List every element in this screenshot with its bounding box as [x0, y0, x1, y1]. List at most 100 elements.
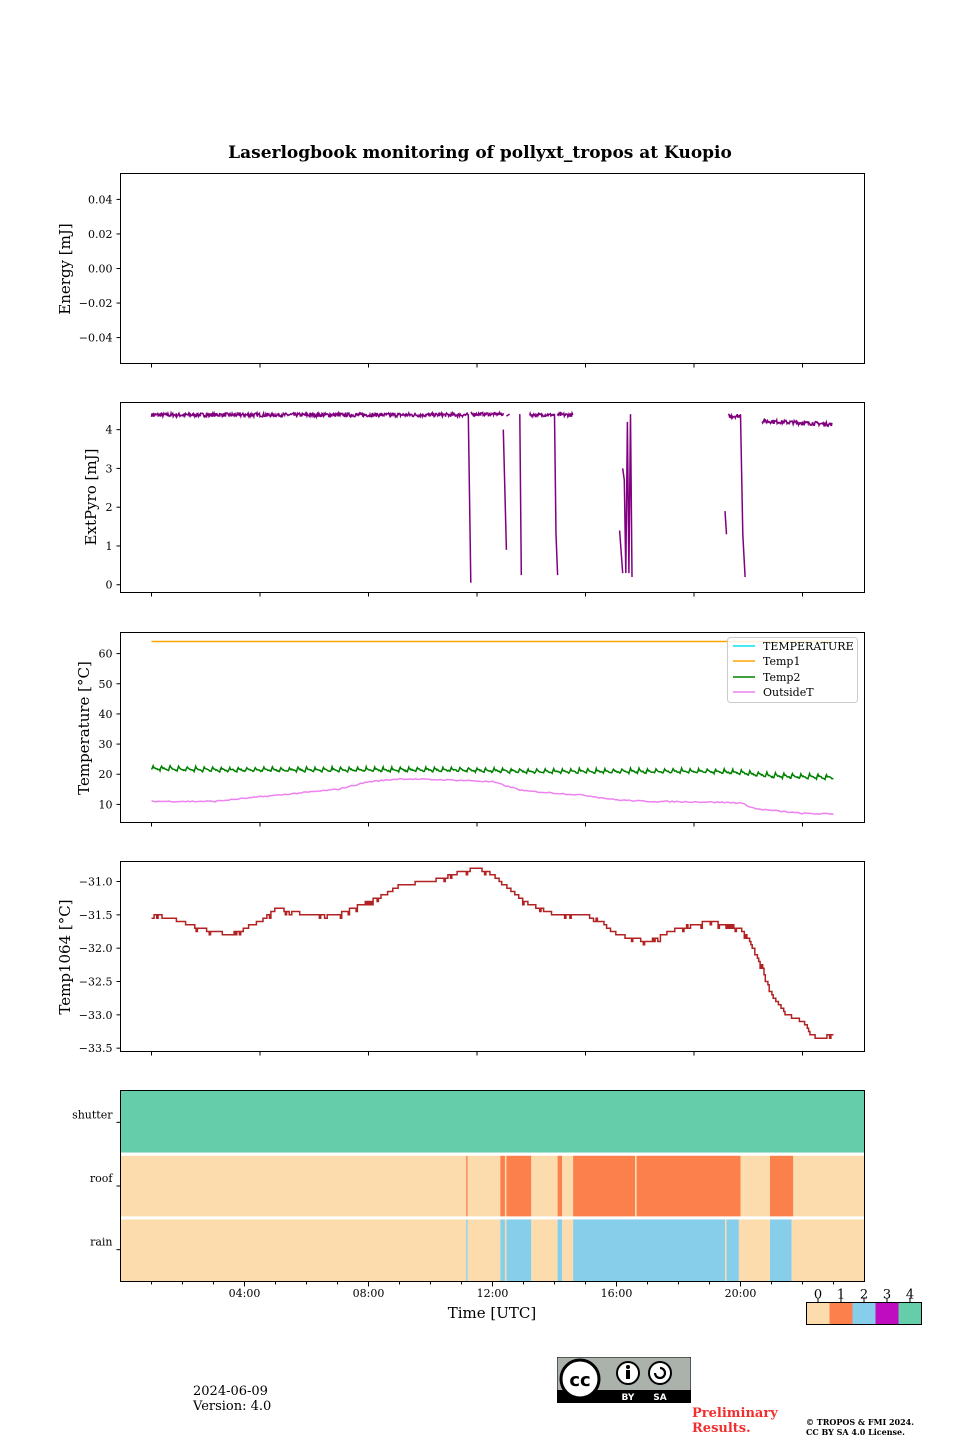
ytick-label: 50	[99, 678, 113, 691]
ytick-label: 60	[99, 648, 113, 661]
colorbar-swatch-0	[806, 1302, 830, 1325]
temperature-ylabel: Temperature [°C]	[75, 661, 93, 795]
ytick-label: −0.04	[79, 332, 113, 345]
temp1064-panel: Temp1064 [°C] −31.0−31.5−32.0−32.5−33.0−…	[56, 861, 865, 1056]
extpyro-line	[502, 429, 508, 550]
status-cell-rain	[791, 1219, 865, 1282]
extpyro-line	[727, 412, 741, 421]
status-xticks: 04:00 08:00 12:00 16:00 20:00	[151, 1281, 834, 1300]
copyright-line1: © TROPOS & FMI 2024.	[806, 1417, 915, 1427]
extpyro-line	[470, 410, 505, 418]
energy-ylabel: Energy [mJ]	[56, 223, 74, 314]
colorbar-label-1: 1	[837, 1288, 845, 1303]
preliminary-results: Preliminary Results.	[692, 1406, 778, 1436]
legend-frame	[727, 637, 858, 703]
extpyro-line	[506, 413, 510, 417]
ytick-label: 40	[99, 708, 113, 721]
ytick-label: 3	[106, 462, 113, 475]
status-cell-rain	[523, 1219, 532, 1282]
status-cell-rain	[725, 1219, 727, 1282]
status-cell-rain	[504, 1219, 507, 1282]
status-cell-roof	[743, 1155, 770, 1218]
by-label: BY	[622, 1393, 635, 1403]
colorbar-label-3: 3	[883, 1288, 891, 1303]
row-label-roof: roof	[90, 1172, 114, 1185]
by-icon-head	[626, 1365, 630, 1369]
status-cell-shutter	[120, 1090, 865, 1153]
xtick-label: 04:00	[229, 1287, 261, 1300]
status-cell-roof	[573, 1155, 636, 1218]
legend-label-temp1: Temp1	[763, 655, 800, 668]
xtick-label: 12:00	[477, 1287, 509, 1300]
status-cell-rain	[120, 1219, 467, 1282]
temperature-legend: TEMPERATURE Temp1 Temp2 OutsideT	[727, 637, 858, 703]
legend-label-temperature: TEMPERATURE	[763, 640, 854, 653]
row-label-shutter: shutter	[72, 1108, 113, 1121]
extpyro-line	[618, 530, 624, 574]
temp1064-ylabel: Temp1064 [°C]	[56, 899, 74, 1014]
ytick-label: 20	[99, 768, 113, 781]
status-cell-roof	[466, 1155, 468, 1218]
legend-label-temp2: Temp2	[763, 671, 800, 684]
extpyro-ylabel: ExtPyro [mJ]	[82, 449, 100, 546]
status-cell-roof	[636, 1155, 741, 1218]
extpyro-line	[150, 410, 469, 420]
colorbar-label-4: 4	[906, 1288, 914, 1303]
series-temp2	[150, 763, 834, 781]
status-cell-roof	[562, 1155, 574, 1218]
extpyro-line	[556, 410, 574, 419]
extpyro-line	[553, 414, 559, 576]
sa-icon-arrow	[653, 1366, 667, 1380]
status-cell-roof	[504, 1155, 507, 1218]
ytick-label: −33.5	[79, 1042, 113, 1055]
status-cells	[120, 1090, 865, 1282]
footer-version: Version: 4.0	[193, 1399, 272, 1414]
ytick-label: −33.0	[79, 1009, 113, 1022]
copyright-line2: CC BY SA 4.0 License.	[806, 1427, 905, 1437]
figure-title: Laserlogbook monitoring of pollyxt_tropo…	[228, 143, 732, 163]
temperature-axes	[120, 632, 865, 823]
status-cell-rain	[738, 1219, 770, 1282]
ytick-label: 0.02	[88, 228, 113, 241]
status-cell-roof	[740, 1155, 744, 1218]
temperature-series	[150, 640, 834, 816]
ytick-label: 30	[99, 738, 113, 751]
colorbar-label-0: 0	[814, 1288, 822, 1303]
cc-icon-glyph: cc	[569, 1370, 590, 1391]
ytick-label: 4	[106, 424, 113, 437]
temp1064-yticks: −31.0 −31.5 −32.0 −32.5 −33.0 −33.5	[79, 876, 121, 1055]
colorbar-swatch-2	[852, 1302, 876, 1325]
xtick-label: 08:00	[353, 1287, 385, 1300]
by-icon-body	[626, 1370, 630, 1379]
ytick-label: 10	[99, 798, 113, 811]
temp1064-line	[151, 867, 834, 1039]
ytick-label: 0.04	[88, 193, 113, 206]
extpyro-line	[724, 511, 728, 535]
extpyro-line	[621, 414, 633, 578]
colorbar-swatch-1	[829, 1302, 853, 1325]
ytick-label: 2	[106, 501, 113, 514]
energy-yticks: 0.04 0.02 0.00 −0.02 −0.04	[79, 193, 121, 345]
ytick-label: 1	[106, 540, 113, 553]
series-outsidet	[151, 777, 834, 816]
status-cell-rain	[562, 1219, 574, 1282]
status-cell-rain	[557, 1219, 563, 1282]
extpyro-line	[739, 414, 746, 578]
colorbar-swatch-4	[898, 1302, 922, 1325]
energy-panel: Energy [mJ] 0.04 0.02 0.00 −0.02 −0.04	[56, 173, 865, 368]
ytick-label: −32.0	[79, 942, 113, 955]
extpyro-axes	[120, 402, 865, 593]
footer-date: 2024-06-09	[193, 1384, 268, 1399]
status-cell-roof	[793, 1155, 865, 1218]
status-cell-roof	[635, 1155, 637, 1218]
extpyro-yticks: 4 3 2 1 0	[106, 424, 121, 592]
ytick-label: −31.0	[79, 876, 113, 889]
status-cell-roof	[523, 1155, 532, 1218]
temperature-xticks	[151, 822, 803, 827]
status-cell-roof	[557, 1155, 563, 1218]
ytick-label: −31.5	[79, 909, 113, 922]
status-cell-roof	[467, 1155, 501, 1218]
extpyro-panel: ExtPyro [mJ] 4 3 2 1 0	[82, 402, 865, 597]
colorbar-swatch-3	[875, 1302, 899, 1325]
